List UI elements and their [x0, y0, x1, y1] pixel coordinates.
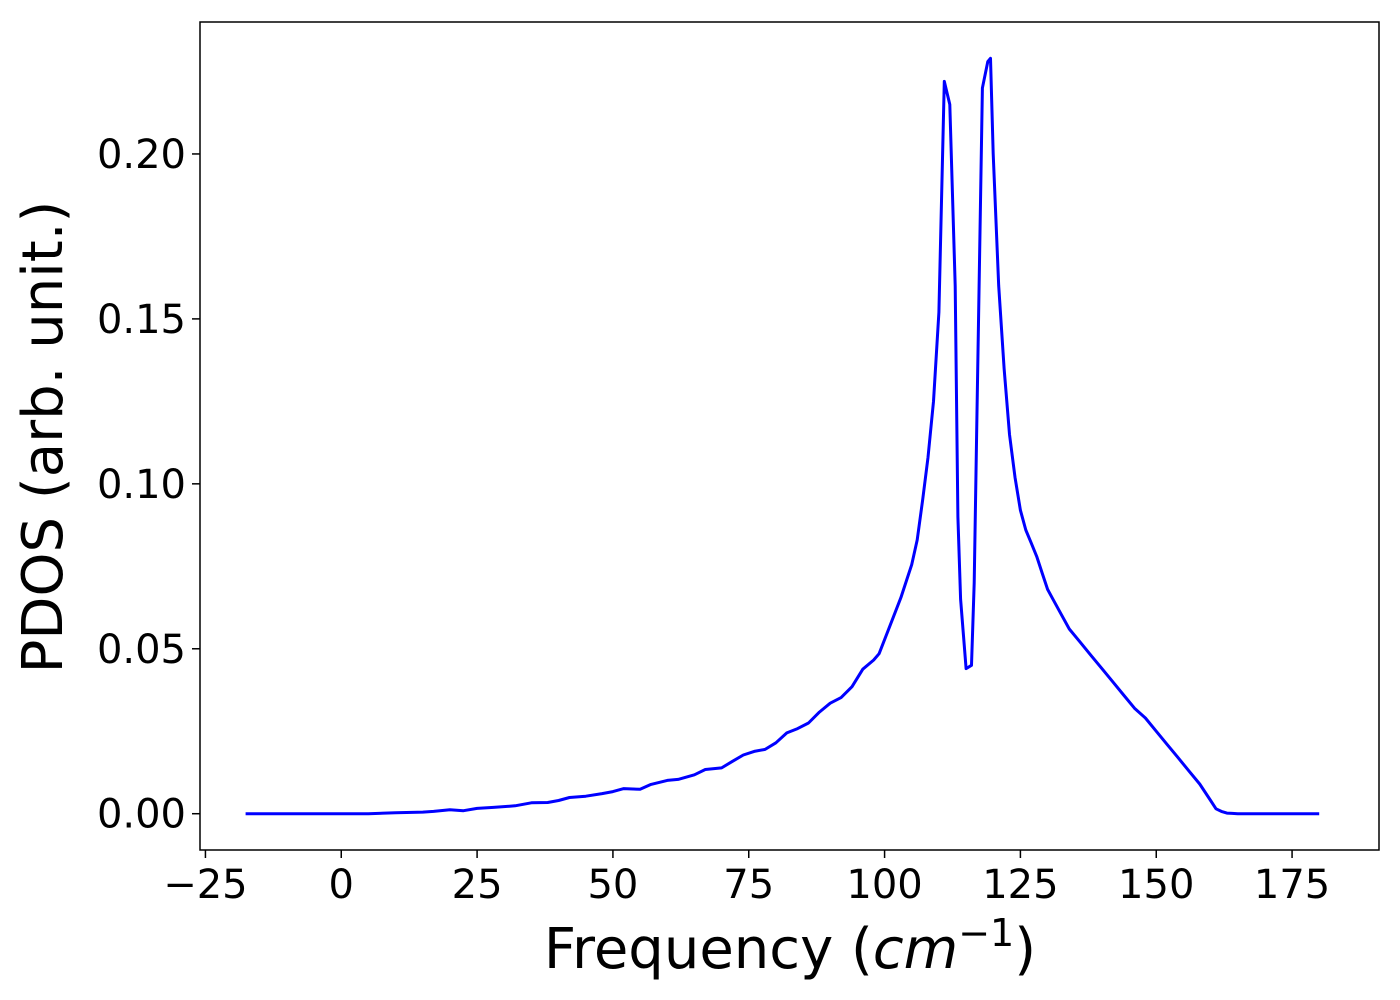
x-axis-ticks: −25 0 25 50 75 100 125 150 175	[163, 850, 1330, 908]
plot-frame	[199, 21, 1380, 851]
x-axis-label-prefix: Frequency (	[544, 917, 873, 982]
y-tick-label: 0.20	[97, 132, 186, 178]
x-tick-label: 125	[982, 862, 1058, 908]
x-tick-label: 175	[1254, 862, 1330, 908]
x-axis-label-exponent: −1	[958, 911, 1014, 955]
x-tick-label: 100	[846, 862, 922, 908]
x-tick-label: 50	[587, 862, 638, 908]
x-tick-label: 150	[1118, 862, 1194, 908]
x-tick-label: 0	[329, 862, 354, 908]
plot-area	[245, 56, 1320, 816]
y-tick-label: 0.00	[97, 792, 186, 838]
y-axis-ticks: 0.00 0.05 0.10 0.15 0.20	[97, 132, 200, 838]
x-tick-label: 75	[723, 862, 774, 908]
y-axis-label: PDOS (arb. unit.)	[11, 201, 76, 674]
series-line-0	[245, 56, 1320, 816]
x-tick-label: 25	[452, 862, 503, 908]
x-tick-label: −25	[163, 862, 247, 908]
y-tick-label: 0.05	[97, 627, 186, 673]
x-axis-label-suffix: )	[1014, 917, 1036, 982]
y-tick-label: 0.10	[97, 462, 186, 508]
x-axis-label: Frequency (cm−1)	[544, 911, 1036, 982]
y-tick-label: 0.15	[97, 297, 186, 343]
x-axis-label-unit: cm	[873, 917, 958, 982]
